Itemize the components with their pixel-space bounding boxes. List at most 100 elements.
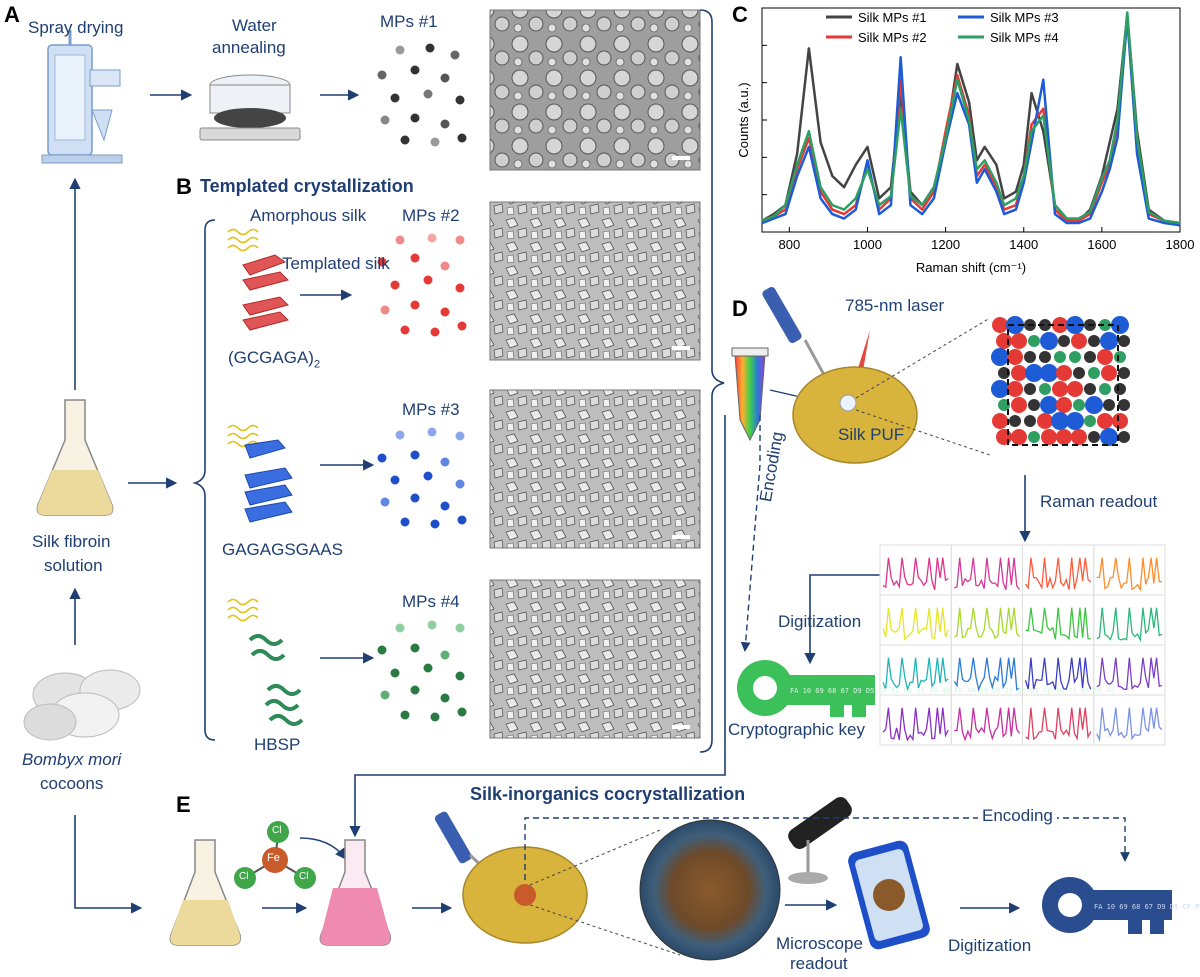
- readout-spectrum: [1025, 607, 1091, 641]
- series-3-point: [1101, 190, 1103, 193]
- particle: [1056, 365, 1072, 381]
- particle: [1028, 431, 1040, 443]
- key-hex-text-e: FA 10 69 68 67 D9 D5 CF F2 6B 55 49 40 F…: [1094, 903, 1200, 911]
- peptide-1-text: (GCGAGA): [228, 348, 314, 367]
- series-4-point: [909, 195, 912, 197]
- mps4-dots: [377, 620, 467, 722]
- series-4-point: [878, 204, 880, 206]
- series-4-point: [921, 204, 923, 206]
- series-3-point: [761, 222, 763, 224]
- particle: [1039, 383, 1051, 395]
- series-3-point: [933, 197, 935, 200]
- particle: [1007, 349, 1023, 365]
- series-3-point: [1136, 152, 1138, 155]
- series-4-point: [899, 108, 902, 110]
- series-4-point: [1116, 119, 1119, 121]
- cryptographic-key-icon: FA 10 69 68 67 D9 D5 CF F2 6B 55 49 40 F…: [737, 660, 1115, 717]
- particle: [1025, 364, 1043, 382]
- particle: [1011, 333, 1027, 349]
- particle: [1099, 383, 1111, 395]
- series-4-point: [933, 186, 935, 188]
- series-4-point: [1179, 222, 1181, 224]
- readout-cell: [1093, 694, 1166, 746]
- raman-readout-label: Raman readout: [1040, 492, 1158, 511]
- series-1-point: [956, 63, 959, 65]
- series-3-point: [796, 175, 798, 177]
- water-annealing-dish-icon: [199, 74, 301, 141]
- particle: [1097, 413, 1113, 429]
- tube-icon: [731, 347, 769, 442]
- readout-spectrum: [1096, 707, 1163, 743]
- series-1-point: [843, 186, 845, 188]
- particle: [1056, 429, 1072, 445]
- microscope-readout-label-2: readout: [790, 954, 848, 973]
- digitization-label-d: Digitization: [778, 612, 862, 631]
- series-4-point: [784, 204, 787, 206]
- series-2-point: [921, 208, 923, 211]
- series-3-point: [1108, 168, 1111, 171]
- particle: [992, 413, 1008, 429]
- silk-fibroin-label-1: Silk fibroin: [32, 532, 111, 551]
- series-3-point: [784, 213, 787, 215]
- amorphous-silk-label: Amorphous silk: [250, 206, 367, 225]
- series-4-point: [854, 197, 857, 200]
- series-3-point: [808, 146, 810, 148]
- x-tick-label: 1600: [1087, 237, 1116, 252]
- series-1-point: [866, 146, 869, 148]
- series-4-point: [1042, 114, 1045, 117]
- series-3-point: [1042, 78, 1045, 81]
- series-4-point: [1022, 175, 1025, 177]
- particle: [996, 333, 1012, 349]
- particle: [1052, 381, 1068, 397]
- series-3-point: [878, 213, 880, 215]
- series-4-point: [1126, 11, 1129, 14]
- particle: [1058, 335, 1070, 347]
- particle: [1037, 413, 1053, 429]
- particle: [1051, 412, 1069, 430]
- spray-dryer-icon: [41, 30, 123, 164]
- spray-drying-label: Spray drying: [28, 18, 124, 37]
- particle: [1114, 351, 1126, 363]
- series-4-point: [890, 195, 892, 197]
- legend-label-4: Silk MPs #4: [990, 30, 1059, 45]
- particle: [1039, 319, 1051, 331]
- readout-spectrum: [1096, 607, 1163, 643]
- series-4-point: [796, 164, 798, 166]
- sem-image-mps2: [489, 201, 701, 361]
- series-3-point: [866, 159, 869, 162]
- series-3-point: [1003, 213, 1006, 215]
- series-1-point: [1042, 130, 1045, 132]
- peptide-2-label: GAGAGSGAAS: [222, 540, 343, 559]
- series-1-point: [878, 197, 880, 200]
- series-4-point: [808, 130, 810, 132]
- series-4-point: [1015, 197, 1017, 200]
- particle: [1112, 413, 1128, 429]
- encoding-label-e: Encoding: [978, 806, 1057, 826]
- readout-spectrum: [1024, 657, 1092, 690]
- particle: [991, 380, 1009, 398]
- panel-letter-c: C: [732, 2, 748, 27]
- series-3-point: [1022, 181, 1025, 184]
- series-3-point: [983, 168, 986, 171]
- series-3-point: [890, 204, 892, 206]
- series-1-point: [819, 141, 822, 144]
- particle: [1011, 365, 1027, 381]
- templated-crystallization-title: Templated crystallization: [200, 176, 414, 196]
- series-3-point: [831, 213, 834, 215]
- x-tick-label: 1400: [1009, 237, 1038, 252]
- silk-fibroin-label-2: solution: [44, 556, 103, 575]
- panel-letter-e: E: [176, 792, 191, 817]
- cl-label-left: Cl: [239, 871, 249, 882]
- particle: [1099, 319, 1111, 331]
- flask-e2-icon: [319, 839, 392, 946]
- series-1-point: [983, 146, 986, 148]
- cocoons-label: cocoons: [40, 774, 104, 793]
- series-3-point: [772, 217, 775, 220]
- particle: [1073, 367, 1085, 379]
- particle: [1024, 383, 1036, 395]
- peptide-1-subscript: 2: [313, 358, 321, 371]
- cocoons-icon: [23, 669, 141, 741]
- mps2-label: MPs #2: [402, 206, 460, 225]
- particle: [1024, 415, 1036, 427]
- readout-spectrum: [953, 657, 1020, 692]
